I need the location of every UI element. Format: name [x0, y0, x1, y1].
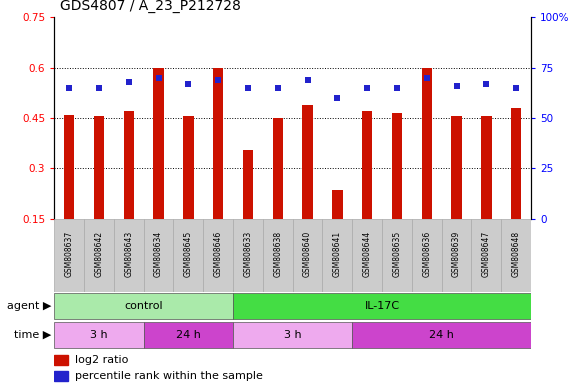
- Text: GSM808642: GSM808642: [94, 231, 103, 277]
- Bar: [332, 190, 343, 219]
- Bar: [362, 111, 372, 219]
- Bar: [183, 116, 194, 219]
- Text: percentile rank within the sample: percentile rank within the sample: [75, 371, 263, 381]
- Point: [184, 81, 193, 87]
- Bar: [64, 115, 74, 219]
- Text: GSM808641: GSM808641: [333, 231, 342, 277]
- Bar: [501, 219, 531, 292]
- Text: log2 ratio: log2 ratio: [75, 355, 128, 365]
- Point: [273, 85, 282, 91]
- Bar: [481, 116, 492, 219]
- Bar: [213, 68, 223, 219]
- Point: [452, 83, 461, 89]
- Bar: [441, 219, 472, 292]
- Bar: [54, 322, 144, 348]
- Point: [65, 85, 74, 91]
- Text: GSM808644: GSM808644: [363, 231, 372, 277]
- Text: 24 h: 24 h: [429, 330, 454, 340]
- Bar: [233, 293, 531, 319]
- Bar: [233, 322, 352, 348]
- Bar: [302, 105, 313, 219]
- Text: IL-17C: IL-17C: [364, 301, 400, 311]
- Bar: [272, 118, 283, 219]
- Point: [422, 75, 431, 81]
- Bar: [451, 116, 462, 219]
- Bar: [412, 219, 441, 292]
- Point: [512, 85, 521, 91]
- Bar: [263, 219, 292, 292]
- Bar: [352, 219, 382, 292]
- Text: GSM808635: GSM808635: [392, 231, 401, 277]
- Bar: [54, 219, 84, 292]
- Point: [363, 85, 372, 91]
- Text: GDS4807 / A_23_P212728: GDS4807 / A_23_P212728: [60, 0, 241, 13]
- Bar: [233, 219, 263, 292]
- Text: GSM808643: GSM808643: [124, 231, 133, 277]
- Text: GSM808634: GSM808634: [154, 231, 163, 277]
- Text: GSM808638: GSM808638: [274, 231, 282, 277]
- Point: [154, 75, 163, 81]
- Point: [333, 95, 342, 101]
- Text: control: control: [124, 301, 163, 311]
- Bar: [203, 219, 233, 292]
- Point: [392, 85, 401, 91]
- Point: [303, 77, 312, 83]
- Text: 24 h: 24 h: [176, 330, 201, 340]
- Bar: [154, 68, 164, 219]
- Bar: [352, 322, 531, 348]
- Text: GSM808648: GSM808648: [512, 231, 521, 277]
- Text: GSM808647: GSM808647: [482, 231, 491, 277]
- Text: agent ▶: agent ▶: [7, 301, 51, 311]
- Bar: [243, 150, 253, 219]
- Point: [214, 77, 223, 83]
- Bar: [54, 371, 67, 381]
- Text: 3 h: 3 h: [90, 330, 108, 340]
- Text: 3 h: 3 h: [284, 330, 301, 340]
- Text: GSM808633: GSM808633: [243, 231, 252, 277]
- Bar: [94, 116, 104, 219]
- Bar: [54, 355, 67, 365]
- Bar: [123, 111, 134, 219]
- Text: GSM808645: GSM808645: [184, 231, 193, 277]
- Text: GSM808640: GSM808640: [303, 231, 312, 277]
- Bar: [392, 113, 402, 219]
- Bar: [323, 219, 352, 292]
- Point: [94, 85, 103, 91]
- Text: GSM808637: GSM808637: [65, 231, 74, 277]
- Text: GSM808639: GSM808639: [452, 231, 461, 277]
- Bar: [292, 219, 323, 292]
- Bar: [144, 219, 174, 292]
- Bar: [144, 322, 233, 348]
- Bar: [382, 219, 412, 292]
- Text: GSM808646: GSM808646: [214, 231, 223, 277]
- Bar: [174, 219, 203, 292]
- Bar: [472, 219, 501, 292]
- Text: time ▶: time ▶: [14, 330, 51, 340]
- Bar: [511, 108, 521, 219]
- Bar: [114, 219, 144, 292]
- Point: [243, 85, 252, 91]
- Point: [482, 81, 491, 87]
- Point: [124, 79, 133, 85]
- Bar: [84, 219, 114, 292]
- Text: GSM808636: GSM808636: [422, 231, 431, 277]
- Bar: [54, 293, 233, 319]
- Bar: [421, 68, 432, 219]
